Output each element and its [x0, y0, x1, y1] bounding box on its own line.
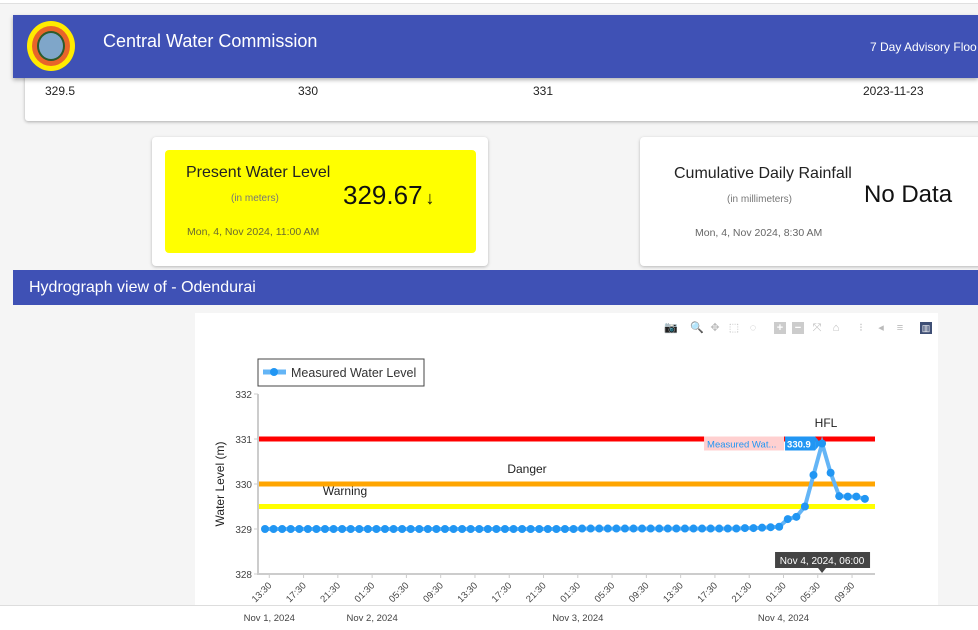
levels-table: 329.5 330 331 2023-11-23 [25, 70, 978, 121]
zoom-out-icon[interactable]: − [792, 322, 804, 334]
app-title: Central Water Commission [103, 31, 318, 51]
lasso-icon[interactable]: ◌ [749, 322, 757, 334]
rainfall-value: No Data [864, 181, 953, 208]
card-title: Present Water Level [186, 164, 331, 181]
hfl-date-value: 2023-11-23 [863, 84, 924, 98]
danger-level-value: 330 [298, 84, 319, 98]
rainfall-card: Cumulative Daily Rainfall (in millimeter… [640, 137, 978, 266]
hydrograph-section-title: Hydrograph view of - Odendurai [13, 270, 978, 305]
arrow-down-icon: ↓ [425, 188, 435, 208]
app-header: Central Water Commission 7 Day Advisory … [13, 15, 978, 78]
card-unit: (in millimeters) [727, 194, 792, 205]
spike-lines-icon[interactable]: ⁝ [859, 322, 863, 334]
reset-axes-icon[interactable]: ⌂ [832, 322, 840, 334]
zoom-in-icon[interactable]: + [774, 322, 786, 334]
card-date: Mon, 4, Nov 2024, 8:30 AM [695, 227, 823, 239]
hover-closest-icon[interactable]: ◂ [878, 322, 884, 334]
present-level-value: 329.67 ↓ [343, 180, 435, 210]
card-unit: (in meters) [231, 193, 279, 204]
plotly-logo-icon[interactable]: ▥ [920, 322, 932, 334]
zoom-icon[interactable]: 🔍 [690, 322, 704, 334]
hover-compare-icon[interactable]: ≡ [896, 322, 904, 334]
page-footer-edge [0, 605, 978, 630]
card-title: Cumulative Daily Rainfall [674, 165, 852, 182]
advisory-link[interactable]: 7 Day Advisory Floo [870, 40, 977, 54]
top-border [0, 0, 978, 4]
cwc-logo[interactable] [27, 21, 75, 71]
warning-level-value: 329.5 [45, 84, 76, 98]
pan-icon[interactable]: ✥ [710, 322, 720, 334]
hydrograph-chart-container [195, 313, 938, 605]
autoscale-icon[interactable]: ⤧ [812, 322, 822, 334]
camera-icon[interactable]: 📷 [664, 322, 678, 334]
hfl-value: 331 [533, 84, 554, 98]
box-select-icon[interactable]: ⬚ [728, 322, 740, 334]
card-date: Mon, 4, Nov 2024, 11:00 AM [187, 226, 320, 238]
present-water-level-card: Present Water Level (in meters) 329.67 ↓ … [152, 137, 488, 266]
